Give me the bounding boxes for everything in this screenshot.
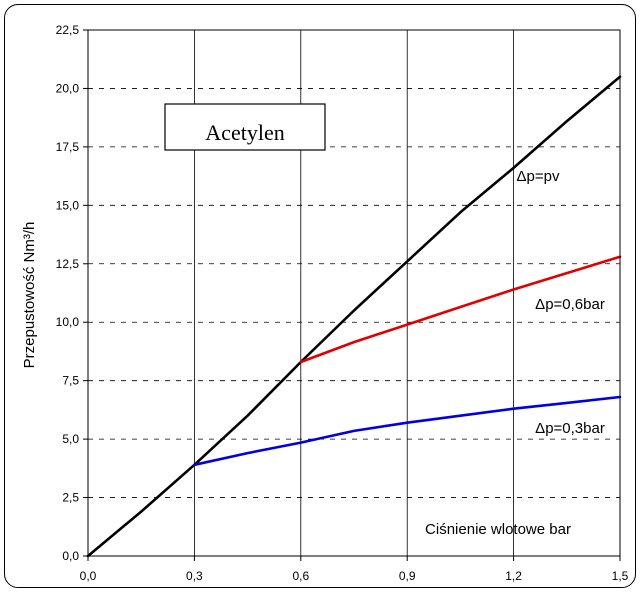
series-layer [86, 75, 622, 558]
y-tick-label: 17,5 [56, 140, 80, 154]
chart-title: Acetylen [205, 120, 284, 145]
y-tick-label: 0,0 [62, 549, 79, 563]
x-tick-label: 1,2 [505, 569, 522, 583]
chart-frame [4, 4, 636, 588]
label-dp-pv: Δp=pv [517, 168, 560, 185]
x-axis-title: Ciśnienie wlotowe bar [425, 521, 571, 538]
x-tick-label: 0,6 [292, 569, 309, 583]
y-tick-label: 22,5 [56, 23, 80, 37]
series-line-2 [193, 395, 622, 467]
series-line-1 [299, 255, 622, 364]
y-tick-label: 7,5 [62, 374, 79, 388]
x-tick-label: 1,5 [612, 569, 629, 583]
chart-title-box: Acetylen [164, 103, 326, 151]
plot-area [87, 29, 621, 557]
y-tick-label: 12,5 [56, 257, 80, 271]
y-tick-label: 10,0 [56, 315, 80, 329]
x-tick-label: 0,0 [80, 569, 97, 583]
y-axis-title: Przepustowość Nm³/h [21, 222, 38, 369]
y-tick-label: 15,0 [56, 198, 80, 212]
label-dp-03bar: Δp=0,3bar [535, 420, 605, 437]
y-tick-label: 20,0 [56, 81, 80, 95]
x-tick-label: 0,3 [186, 569, 203, 583]
series-line-0 [86, 75, 622, 558]
axes: 0,0 2,5 5,0 7,5 10,0 12,5 15,0 17,5 20,0 22,5 0,0 0… [56, 23, 629, 583]
y-tick-label: 2,5 [62, 491, 79, 505]
label-dp-06bar: Δp=0,6bar [535, 296, 605, 313]
chart-title-frame [164, 103, 326, 151]
y-tick-label: 5,0 [62, 432, 79, 446]
x-tick-label: 0,9 [399, 569, 416, 583]
